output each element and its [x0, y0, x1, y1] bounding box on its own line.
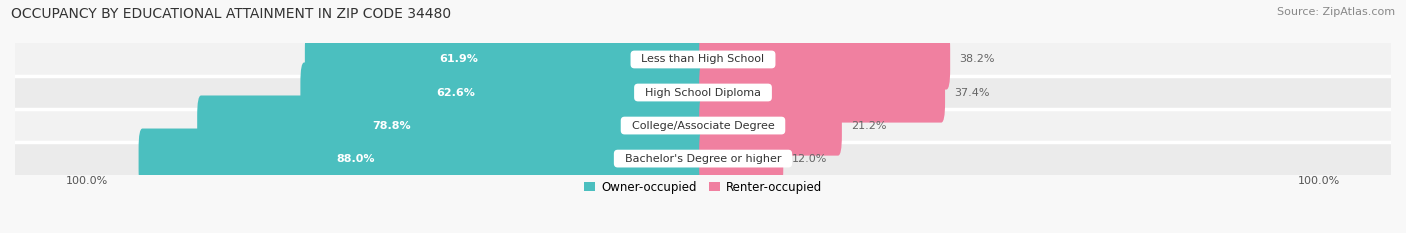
Text: 100.0%: 100.0% — [1298, 176, 1340, 186]
Bar — [15, 142, 1391, 175]
Text: 38.2%: 38.2% — [959, 55, 994, 65]
Text: Source: ZipAtlas.com: Source: ZipAtlas.com — [1277, 7, 1395, 17]
Text: High School Diploma: High School Diploma — [638, 88, 768, 98]
Text: 88.0%: 88.0% — [336, 154, 374, 164]
Text: 37.4%: 37.4% — [955, 88, 990, 98]
FancyBboxPatch shape — [139, 129, 707, 189]
Text: 78.8%: 78.8% — [373, 120, 411, 130]
Text: Less than High School: Less than High School — [634, 55, 772, 65]
Text: 61.9%: 61.9% — [439, 55, 478, 65]
Text: 12.0%: 12.0% — [792, 154, 828, 164]
FancyBboxPatch shape — [699, 129, 783, 189]
Bar — [15, 109, 1391, 142]
Text: OCCUPANCY BY EDUCATIONAL ATTAINMENT IN ZIP CODE 34480: OCCUPANCY BY EDUCATIONAL ATTAINMENT IN Z… — [11, 7, 451, 21]
Bar — [15, 43, 1391, 76]
FancyBboxPatch shape — [699, 29, 950, 89]
Text: 62.6%: 62.6% — [436, 88, 475, 98]
Text: College/Associate Degree: College/Associate Degree — [624, 120, 782, 130]
Bar — [15, 76, 1391, 109]
FancyBboxPatch shape — [699, 62, 945, 123]
FancyBboxPatch shape — [197, 96, 707, 156]
Text: 100.0%: 100.0% — [66, 176, 108, 186]
FancyBboxPatch shape — [699, 96, 842, 156]
Text: Bachelor's Degree or higher: Bachelor's Degree or higher — [617, 154, 789, 164]
Legend: Owner-occupied, Renter-occupied: Owner-occupied, Renter-occupied — [579, 176, 827, 198]
Text: 21.2%: 21.2% — [851, 120, 886, 130]
FancyBboxPatch shape — [305, 29, 707, 89]
FancyBboxPatch shape — [301, 62, 707, 123]
